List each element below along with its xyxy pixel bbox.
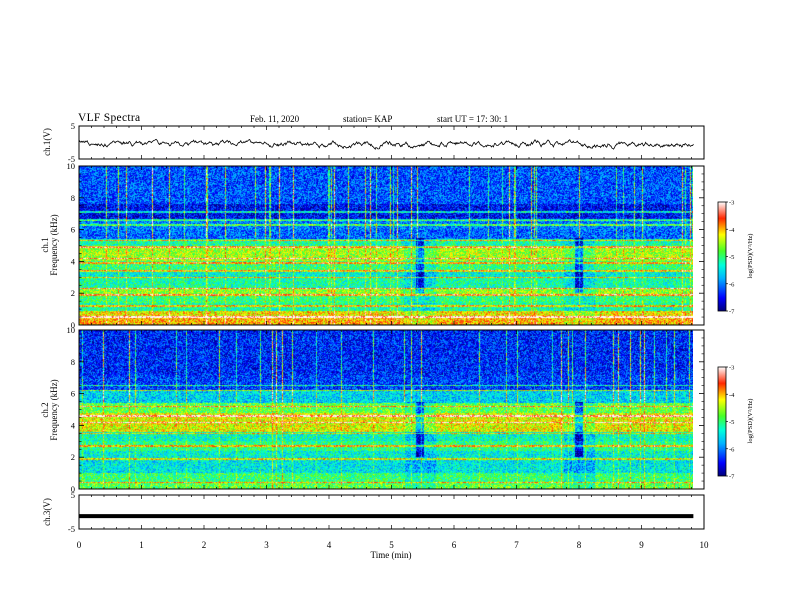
ch1-spectrogram-ylabel-prefix: ch.1 (40, 237, 50, 252)
ch2-spectrogram-ylabel: Frequency (kHz) (49, 379, 59, 440)
ch1-ytick-label: -5 (68, 154, 75, 164)
ch2-colorbar-label: log(PSD)(V²/Hz) (747, 399, 754, 444)
ch1-waveform-panel (78, 125, 705, 160)
ch1-colorbar: -3 -4 -5 -6 -7 (717, 200, 735, 316)
cbar2-tick-label: -3 (729, 365, 734, 372)
spec2-ytick-label: 10 (67, 325, 76, 335)
x-tick-label: 7 (514, 540, 519, 550)
ch3-ytick-label: -5 (68, 524, 75, 534)
spec2-ytick-label: 2 (71, 452, 75, 462)
ch2-spectrogram-image (79, 330, 693, 489)
ch2-colorbar: -3 -4 -5 -6 -7 (717, 365, 735, 481)
cbar1-tick-label: -3 (729, 200, 734, 207)
date-label: Feb. 11, 2020 (250, 114, 300, 124)
ch2-spectrogram-panel (78, 329, 705, 490)
x-tick-label: 9 (639, 540, 644, 550)
ch1-spectrogram-panel (78, 165, 705, 326)
x-tick-label: 3 (264, 540, 269, 550)
spec1-ytick-label: 0 (71, 320, 75, 330)
cbar2-gradient (717, 366, 727, 477)
cbar1-tick-label: -5 (729, 254, 734, 261)
ch1-spectrogram-ylabel: Frequency (kHz) (49, 214, 59, 275)
station-label: station= KAP (343, 114, 393, 124)
x-axis-label: Time (min) (371, 550, 412, 560)
figure-title: VLF Spectra (78, 112, 141, 124)
spec1-ytick-label: 2 (71, 288, 75, 298)
cbar2-tick-label: -7 (729, 474, 735, 481)
ch1-ytick-label: 5 (71, 121, 75, 131)
cbar2-tick-label: -6 (729, 446, 735, 453)
x-tick-label: 5 (389, 540, 394, 550)
x-tick-label: 8 (577, 540, 582, 550)
ch1-spectrogram-image (79, 166, 693, 325)
spec1-ytick-label: 6 (71, 225, 75, 235)
ch3-waveform-ylabel: ch.3(V) (42, 498, 52, 526)
x-tick-label: 4 (327, 540, 332, 550)
cbar1-tick-label: -4 (729, 227, 735, 234)
cbar1-tick-label: -7 (729, 309, 735, 316)
spec2-ytick-label: 4 (71, 420, 76, 430)
ch3-waveform-panel (78, 494, 705, 530)
spec2-ytick-label: 8 (71, 357, 75, 367)
cbar1-tick-label: -6 (729, 281, 735, 288)
x-tick-label: 10 (700, 540, 710, 550)
ch2-spectrogram-ylabel-prefix: ch.2 (40, 402, 50, 417)
ch1-waveform-frame (78, 125, 705, 160)
spec2-ytick-label: 6 (71, 389, 75, 399)
x-tick-label: 6 (452, 540, 457, 550)
cbar2-tick-label: -5 (729, 419, 734, 426)
x-tick-label: 2 (202, 540, 207, 550)
ch1-colorbar-label: log(PSD)(V²/Hz) (747, 234, 754, 279)
spec1-ytick-label: 4 (71, 256, 76, 266)
ch3-ytick-label: 5 (71, 490, 75, 500)
cbar2-tick-label: -4 (729, 392, 735, 399)
x-tick-label: 1 (139, 540, 144, 550)
spec1-ytick-label: 8 (71, 193, 75, 203)
spec1-ytick-label: 10 (67, 161, 76, 171)
ch1-waveform-line (78, 138, 694, 150)
spec2-ytick-label: 0 (71, 484, 75, 494)
cbar1-gradient (717, 201, 727, 312)
start-time-label: start UT = 17: 30: 1 (437, 114, 509, 124)
ch3-waveform-frame (78, 494, 705, 530)
x-tick-label: 0 (77, 540, 82, 550)
ch1-waveform-ylabel: ch.1(V) (42, 128, 52, 156)
